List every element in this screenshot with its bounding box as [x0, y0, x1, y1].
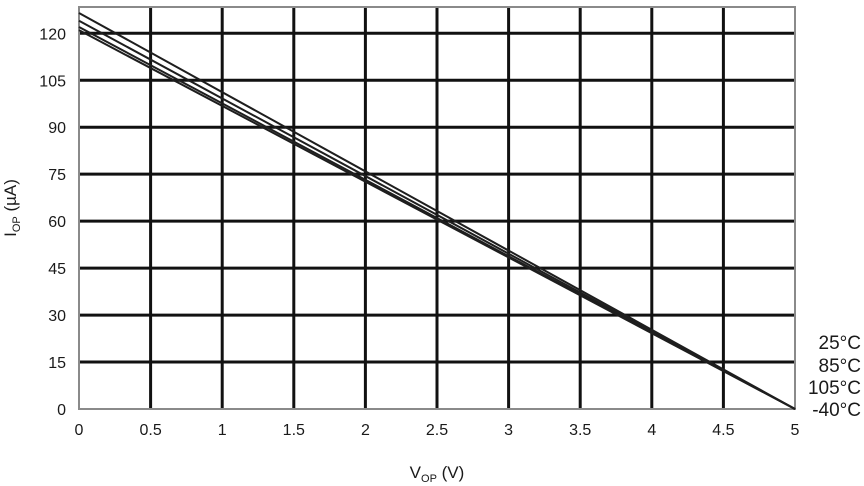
series-label: -40°C: [812, 400, 861, 421]
y-tick-label: 75: [48, 167, 66, 184]
y-tick-label: 60: [48, 214, 66, 231]
y-tick-labels: 0 15 30 45 60 75 90 105 120: [39, 26, 66, 419]
x-tick-label: 2: [361, 422, 370, 439]
x-tick-labels: 0 0.5 1 1.5 2 2.5 3 3.5 4 4.5 5: [75, 422, 800, 439]
y-tick-label: 15: [48, 355, 66, 372]
series-line: [78, 19, 796, 410]
y-tick-label: 0: [57, 402, 66, 419]
y-axis-label-subscript: OP: [11, 216, 23, 232]
x-tick-label: 5: [791, 422, 800, 439]
series-line: [78, 29, 796, 410]
y-axis-label-unit: (µA): [1, 179, 20, 216]
y-tick-label: 45: [48, 261, 66, 278]
y-axis-label: IOP (µA): [1, 179, 23, 237]
x-tick-label: 4.5: [712, 422, 734, 439]
x-tick-label: 3: [504, 422, 513, 439]
x-tick-label: 1.5: [283, 422, 305, 439]
y-tick-label: 105: [39, 73, 66, 90]
x-tick-label: 4: [647, 422, 656, 439]
series-label: 105°C: [808, 378, 861, 399]
x-axis-label-unit: (V): [437, 463, 464, 482]
y-tick-label: 90: [48, 120, 66, 137]
series-line: [78, 12, 796, 410]
x-axis-label-subscript: OP: [421, 473, 437, 485]
y-tick-label: 30: [48, 308, 66, 325]
x-tick-label: 0: [75, 422, 84, 439]
y-tick-label: 120: [39, 26, 66, 43]
plot-frame: [78, 6, 796, 410]
x-tick-label: 0.5: [139, 422, 161, 439]
x-tick-label: 1: [218, 422, 227, 439]
x-tick-label: 3.5: [569, 422, 591, 439]
series-label: 85°C: [819, 356, 861, 377]
series-lines: [78, 12, 796, 410]
x-axis-label: VOP (V): [410, 463, 465, 485]
series-label: 25°C: [819, 333, 861, 354]
x-tick-label: 2.5: [426, 422, 448, 439]
